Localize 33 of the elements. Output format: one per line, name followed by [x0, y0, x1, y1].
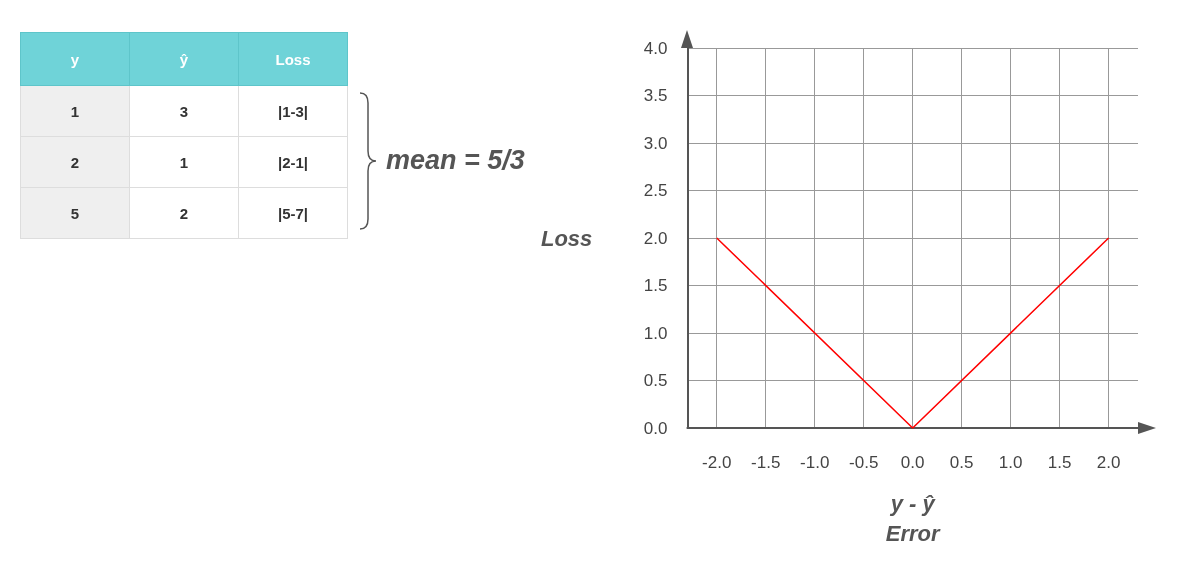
- x-tick-label: 1.5: [1047, 453, 1072, 472]
- y-tick-label: 3.5: [643, 86, 668, 105]
- y-tick-label: 4.0: [643, 38, 668, 58]
- text: |1-3|: [277, 102, 309, 120]
- x-tick-label: 0.5: [949, 453, 974, 472]
- x-tick-label: 2.0: [1096, 453, 1121, 472]
- y-tick-label: 1.0: [643, 323, 668, 343]
- x-tick-label: -2.0: [702, 453, 732, 472]
- text: 3: [179, 102, 189, 120]
- text: 2: [70, 153, 80, 171]
- x-tick-label: -1.5: [751, 453, 781, 472]
- y-tick-label: 2.5: [643, 181, 668, 200]
- y-tick-label: 1.5: [643, 276, 668, 295]
- y-axis-title: Loss: [540, 225, 593, 251]
- text: |2-1|: [277, 153, 309, 171]
- text: 5: [70, 204, 80, 222]
- x-tick-label: -1.0: [800, 453, 830, 472]
- text: |5-7|: [277, 204, 309, 222]
- y-tick-label: 3.0: [643, 133, 668, 153]
- text: mean = 5/3: [386, 145, 525, 176]
- category-label: Loss: [238, 32, 348, 86]
- text: 2: [179, 204, 189, 222]
- x-tick-label: 1.0: [998, 453, 1023, 472]
- x-tick-label: 0.0: [900, 453, 925, 472]
- category-label: y: [20, 32, 130, 86]
- y-tick-label: 2.0: [643, 228, 668, 248]
- x-tick-label: -0.5: [849, 453, 879, 472]
- y-tick-label: 0.5: [643, 371, 668, 390]
- x-axis-title: y - ŷ Error: [885, 490, 942, 546]
- category-label: ŷ: [129, 32, 239, 86]
- text: 1: [70, 102, 80, 120]
- y-tick-label: 0.0: [643, 418, 668, 438]
- text: 1: [179, 153, 189, 171]
